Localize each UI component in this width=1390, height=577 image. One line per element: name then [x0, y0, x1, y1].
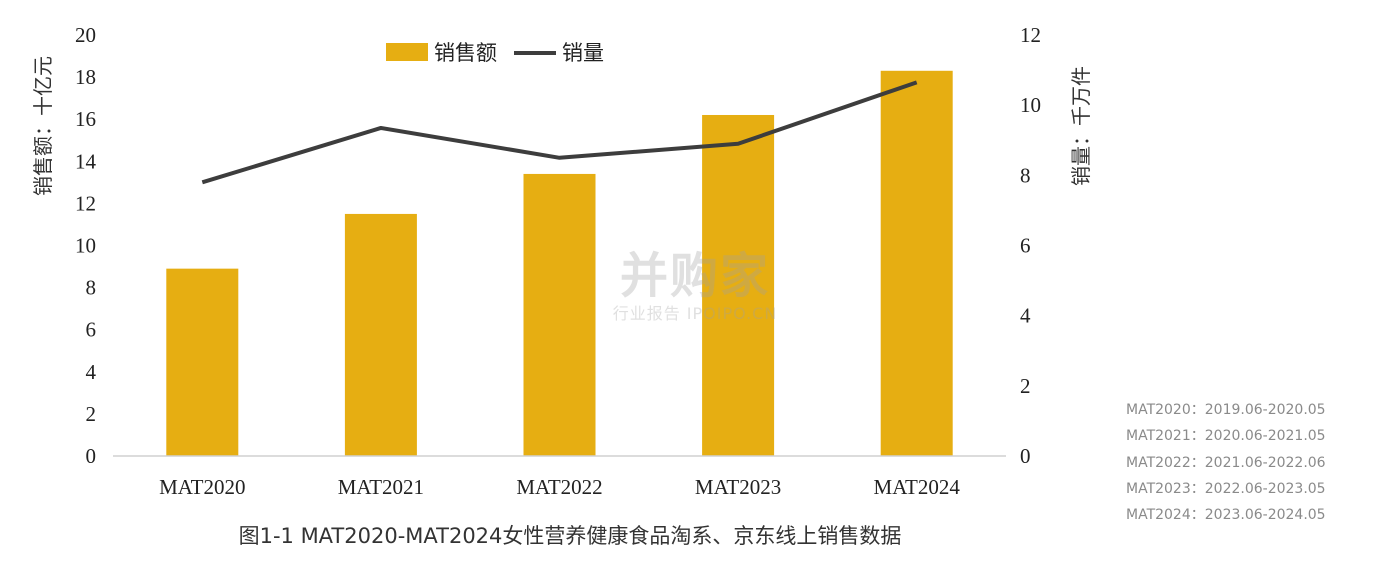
legend-bar-swatch: [386, 43, 428, 61]
left-axis-ticks: 0 2 4 6 8 10 12 14 16 18 20: [75, 23, 97, 468]
left-axis-label: 销售额：十亿元: [31, 56, 55, 196]
category-label: MAT2020: [159, 475, 245, 499]
bar: [702, 114, 775, 457]
bars: [166, 70, 953, 457]
right-axis-label: 销量：千万件: [1069, 66, 1093, 186]
left-tick-label: 8: [86, 276, 97, 300]
period-note: MAT2020：2019.06-2020.05: [1126, 402, 1326, 418]
right-tick-label: 12: [1020, 23, 1041, 47]
bar: [344, 213, 417, 456]
left-tick-label: 4: [86, 360, 97, 384]
left-tick-label: 12: [75, 191, 96, 215]
bar: [523, 173, 596, 456]
bar: [166, 268, 239, 456]
left-tick-label: 10: [75, 234, 96, 258]
left-tick-label: 6: [86, 318, 97, 342]
category-label: MAT2021: [338, 475, 424, 499]
period-note: MAT2021：2020.06-2021.05: [1126, 428, 1326, 445]
right-tick-label: 0: [1020, 444, 1031, 468]
right-axis-ticks: 0 2 4 6 8 10 12: [1020, 23, 1041, 468]
left-tick-label: 20: [75, 23, 96, 47]
left-tick-label: 0: [86, 444, 97, 468]
category-labels: MAT2020 MAT2021 MAT2022 MAT2023 MAT2024: [159, 475, 960, 499]
left-tick-label: 2: [86, 402, 97, 426]
figure-caption: 图1-1 MAT2020-MAT2024女性营养健康食品淘系、京东线上销售数据: [238, 524, 902, 548]
legend-bar-label: 销售额: [434, 41, 497, 65]
left-tick-label: 16: [75, 107, 96, 131]
category-label: MAT2024: [874, 475, 961, 499]
category-label: MAT2022: [516, 475, 602, 499]
period-note: MAT2022：2021.06-2022.06: [1126, 454, 1326, 471]
right-tick-label: 10: [1020, 93, 1041, 117]
left-tick-label: 18: [75, 65, 96, 89]
period-note: MAT2024：2023.06-2024.05: [1126, 507, 1326, 524]
period-notes: MAT2020：2019.06-2020.05 MAT2021：2020.06-…: [1126, 397, 1326, 528]
right-tick-label: 6: [1020, 234, 1031, 258]
right-tick-label: 4: [1020, 304, 1031, 328]
legend: 销售额 销量: [386, 41, 604, 65]
bar: [880, 70, 953, 456]
sales-volume-line: [201, 80, 918, 185]
legend-line-label: 销量: [562, 41, 604, 65]
right-tick-label: 8: [1020, 163, 1031, 187]
left-tick-label: 14: [75, 149, 97, 173]
period-note: MAT2023：2022.06-2023.05: [1126, 480, 1326, 497]
right-tick-label: 2: [1020, 374, 1031, 398]
category-label: MAT2023: [695, 475, 781, 499]
